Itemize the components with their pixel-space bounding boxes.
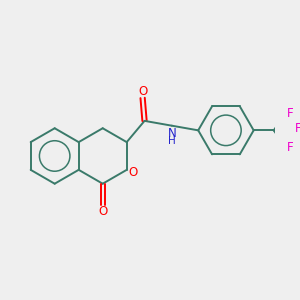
Text: N: N xyxy=(167,127,176,140)
Text: O: O xyxy=(128,166,137,179)
Text: F: F xyxy=(295,122,300,135)
Text: F: F xyxy=(286,141,293,154)
Text: O: O xyxy=(138,85,147,98)
Text: H: H xyxy=(168,136,176,146)
Text: O: O xyxy=(98,205,107,218)
Text: F: F xyxy=(286,107,293,120)
